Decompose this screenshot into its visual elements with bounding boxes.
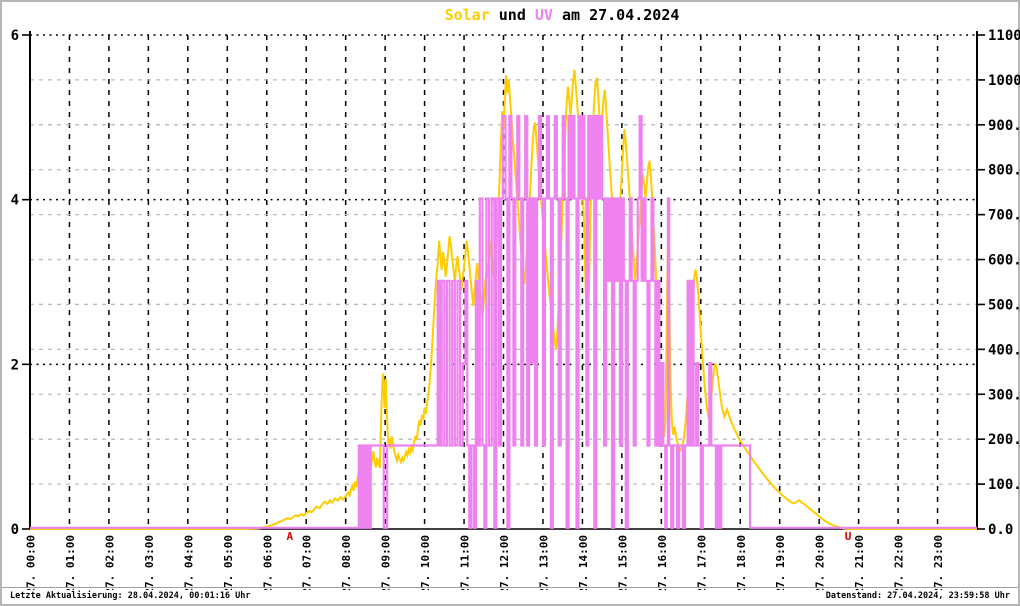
x-tick-label: 27. 16:00: [656, 535, 669, 590]
y-left-tick-label: 4: [11, 193, 19, 209]
x-tick-label: 27. 10:00: [419, 535, 432, 590]
y-right-tick-label: 900.0: [988, 118, 1020, 134]
y-right-tick-label: 1100.0: [988, 28, 1020, 44]
x-tick-label: 27. 21:00: [853, 535, 866, 590]
title-solar-label: Solar: [444, 6, 490, 24]
y-right-tick-label: 100.0: [988, 477, 1020, 493]
page-title: Solar und UV am 27.04.2024: [445, 6, 680, 24]
chart-canvas: 0 2 4 6 0.0 100.0 200.0 300.0 400.0 500.0 600.0 700…: [11, 28, 1020, 590]
y-right-tick-label: 700.0: [988, 208, 1020, 224]
x-tick-label: 27. 20:00: [814, 535, 827, 590]
footer-bar: Letzte Aktualisierung: 28.04.2024, 00:01…: [2, 587, 1018, 604]
x-tick-label: 27. 09:00: [380, 535, 393, 590]
y-left-tick-label: 6: [11, 28, 19, 44]
x-tick-label: 27. 22:00: [893, 535, 906, 590]
y-right-tick-label: 1000.0: [988, 73, 1020, 89]
y-left-tick-label: 0: [11, 522, 19, 538]
x-tick-label: 27. 13:00: [537, 535, 550, 590]
y-right-tick-label: 0.0: [988, 522, 1013, 538]
y-right-tick-label: 600.0: [988, 253, 1020, 269]
y-right-tick-label: 200.0: [988, 432, 1020, 448]
x-tick-label: 27. 23:00: [932, 535, 945, 590]
x-tick-label: 27. 12:00: [498, 535, 511, 590]
x-tick-label: 27. 14:00: [577, 535, 590, 590]
y-right-tick-label: 400.0: [988, 342, 1020, 358]
x-tick-label: 27. 08:00: [340, 535, 353, 590]
x-tick-label: 27. 19:00: [774, 535, 787, 590]
x-tick-label: 27. 03:00: [143, 535, 156, 590]
x-tick-label: 27. 18:00: [735, 535, 748, 590]
x-tick-label: 27. 01:00: [64, 535, 77, 590]
title-uv-label: UV: [534, 6, 553, 24]
x-tick-label: 27. 00:00: [25, 535, 38, 590]
y-right-tick-label: 500.0: [988, 297, 1020, 313]
sunset-marker-u: U: [845, 530, 852, 543]
uv-line: [30, 115, 977, 529]
title-date-label: am 27.04.2024: [552, 6, 680, 24]
x-tick-label: 27. 05:00: [222, 535, 235, 590]
sunrise-marker-a: A: [286, 530, 293, 543]
y-right-tick-label: 300.0: [988, 387, 1020, 403]
x-tick-label: 27. 15:00: [616, 535, 629, 590]
x-tick-label: 27. 06:00: [261, 535, 274, 590]
x-tick-label: 27. 02:00: [103, 535, 116, 590]
y-right-tick-label: 800.0: [988, 163, 1020, 179]
x-tick-label: 27. 07:00: [301, 535, 314, 590]
x-tick-label: 27. 04:00: [182, 535, 195, 590]
x-tick-label: 27. 11:00: [459, 535, 472, 590]
data-timestamp-text: Datenstand: 27.04.2024, 23:59:58 Uhr: [825, 591, 1010, 601]
title-und-label: und: [489, 6, 535, 24]
x-tick-label: 27. 17:00: [695, 535, 708, 590]
last-update-text: Letzte Aktualisierung: 28.04.2024, 00:01…: [10, 591, 251, 601]
y-left-tick-label: 2: [11, 357, 19, 373]
